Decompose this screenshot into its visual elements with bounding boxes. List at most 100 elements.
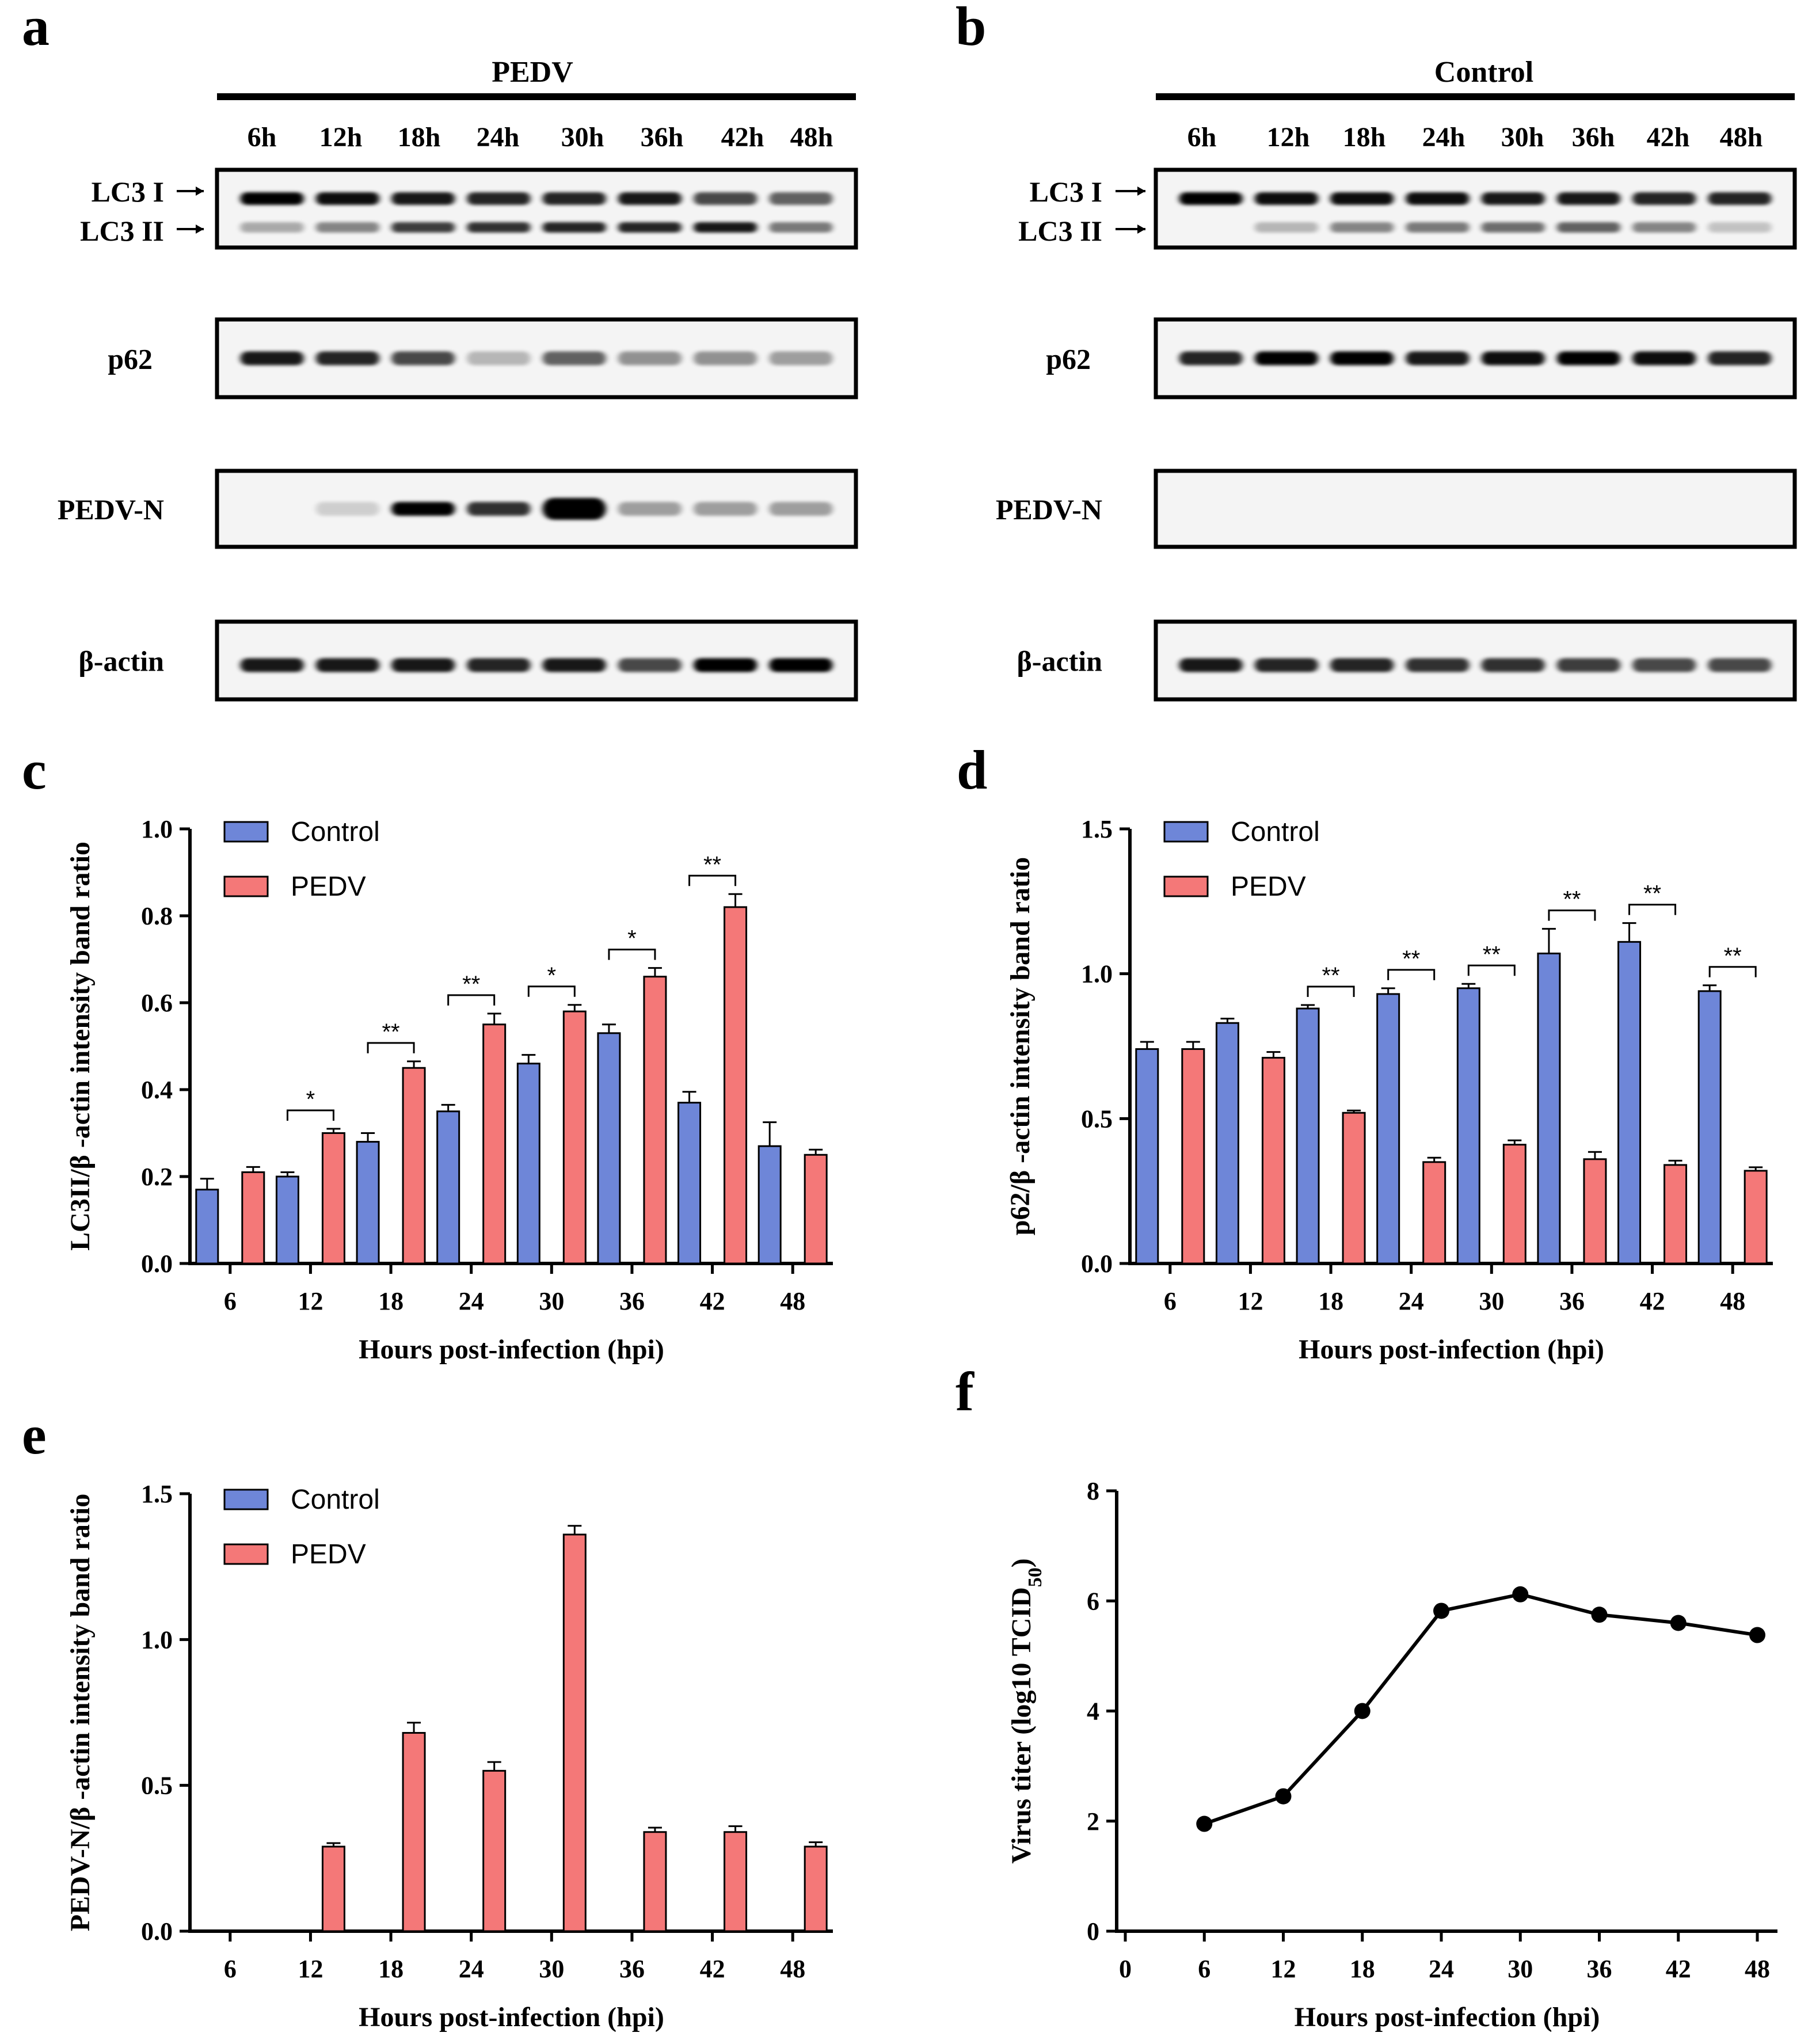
significance-bracket: [1467, 964, 1516, 976]
row-label-lc3-ii: LC3 II: [80, 215, 164, 247]
y-tick-label: 4: [1087, 1697, 1099, 1726]
x-tick-label: 30: [1479, 1287, 1504, 1315]
band: [769, 192, 833, 205]
band: [1556, 658, 1620, 672]
band: [1254, 658, 1318, 672]
significance-bracket: [447, 994, 496, 1006]
x-axis-title: Hours post-infection (hpi): [359, 2002, 664, 2032]
band: [1481, 658, 1545, 672]
x-tick-label: 24: [1429, 1955, 1454, 1983]
bar-pedv: [402, 1731, 426, 1932]
bar-pedv: [1502, 1144, 1527, 1265]
band: [618, 658, 682, 672]
band: [467, 222, 531, 233]
series-line: [1204, 1592, 1758, 1826]
band: [467, 192, 531, 205]
significance-bracket: [1708, 966, 1757, 977]
bar-pedv: [321, 1845, 345, 1932]
bar-control: [275, 1175, 299, 1265]
y-tick-label: 0.5: [1081, 1105, 1113, 1133]
time-label: 18h: [1343, 122, 1386, 153]
significance-marker: **: [382, 1019, 399, 1045]
significance-bracket: [608, 949, 656, 960]
band: [391, 222, 455, 233]
significance-marker: *: [547, 963, 557, 988]
x-tick-label: 24: [459, 1287, 484, 1315]
blot-bands: [240, 658, 833, 672]
band: [618, 192, 682, 205]
bar-control: [516, 1063, 540, 1265]
y-axis-title: PEDV-N/β -actin intensity band ratio: [65, 1494, 96, 1931]
bar-control: [1697, 990, 1722, 1265]
x-axis-title: Hours post-infection (hpi): [359, 1334, 664, 1365]
bar-control: [1135, 1048, 1159, 1265]
band: [1254, 351, 1318, 366]
time-label: 36h: [641, 122, 684, 153]
data-point: [1354, 1703, 1371, 1719]
bar-pedv: [1744, 1170, 1768, 1265]
band: [694, 502, 757, 516]
band: [694, 658, 757, 672]
x-axis-title: Hours post-infection (hpi): [1295, 2002, 1600, 2032]
y-tick-label: 0.2: [141, 1163, 173, 1191]
band: [542, 351, 606, 366]
bar-pedv: [1422, 1161, 1446, 1265]
band: [1632, 658, 1696, 672]
x-tick-label: 42: [700, 1287, 725, 1315]
data-point: [1433, 1603, 1449, 1619]
significance-marker: **: [1322, 963, 1339, 988]
band: [1556, 222, 1620, 233]
band: [618, 222, 682, 233]
significance-bracket: [527, 985, 576, 997]
x-tick-label: 6: [224, 1287, 237, 1315]
y-axis-title: Virus titer (log10 TCID50): [1006, 1558, 1046, 1863]
y-tick-label: 0.0: [141, 1250, 173, 1278]
band: [1330, 658, 1394, 672]
y-tick-label: 1.0: [141, 815, 173, 843]
panel-letter-c: c: [22, 739, 47, 801]
blot-bands: [315, 498, 833, 520]
band: [694, 192, 757, 205]
band: [769, 222, 833, 233]
y-axis-title: LC3II/β -actin intensity band ratio: [65, 842, 96, 1251]
time-label: 24h: [477, 122, 520, 153]
legend-label: PEDV: [291, 871, 366, 902]
legend-label: PEDV: [1231, 871, 1306, 902]
bar-control: [356, 1141, 380, 1265]
band: [1254, 222, 1318, 233]
band: [1632, 222, 1696, 233]
time-label: 24h: [1422, 122, 1465, 153]
bar-pedv: [804, 1154, 828, 1265]
band: [391, 192, 455, 205]
band: [694, 222, 757, 233]
significance-marker: **: [1483, 942, 1501, 967]
significance-bracket: [1548, 909, 1596, 921]
row-label: p62: [1046, 343, 1091, 375]
y-axis-title: p62/β -actin intensity band ratio: [1005, 857, 1036, 1235]
x-tick-label: 42: [1640, 1287, 1665, 1315]
row-label: β-actin: [78, 645, 164, 677]
bar-control: [195, 1189, 219, 1265]
x-tick-label: 36: [1559, 1287, 1585, 1315]
legend-swatch: [1163, 821, 1209, 843]
legend-swatch: [223, 1489, 269, 1510]
time-label: 18h: [398, 122, 441, 153]
x-axis-title: Hours post-infection (hpi): [1299, 1334, 1604, 1365]
arrow-head: [1137, 186, 1145, 196]
blot-title: Control: [1434, 56, 1533, 89]
band: [1632, 351, 1696, 366]
bar-pedv: [804, 1845, 828, 1932]
band: [1556, 351, 1620, 366]
time-label: 48h: [1720, 122, 1763, 153]
panel-letter-b: b: [956, 0, 986, 57]
x-tick-label: 12: [298, 1287, 323, 1315]
blot-bands: [1179, 192, 1772, 233]
bar-pedv: [321, 1132, 345, 1265]
band: [1481, 351, 1545, 366]
time-label: 6h: [248, 122, 277, 153]
blot-bands: [1179, 351, 1772, 366]
time-label: 30h: [561, 122, 604, 153]
bar-pedv: [1342, 1112, 1366, 1265]
band: [769, 502, 833, 516]
